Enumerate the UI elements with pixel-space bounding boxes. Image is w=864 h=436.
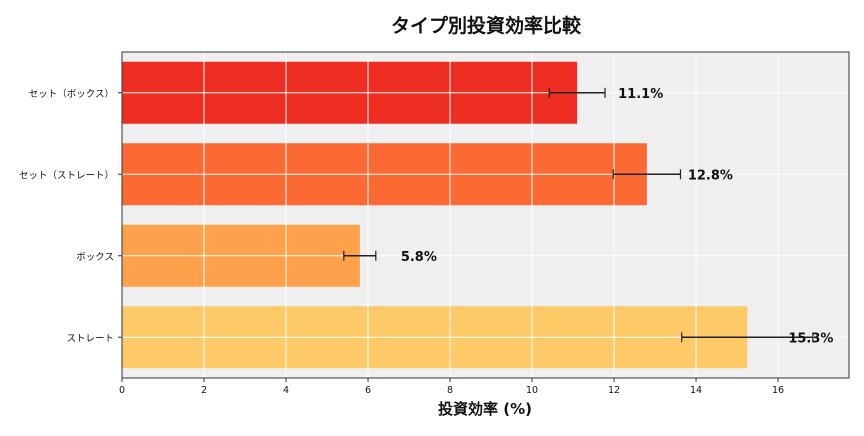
x-tick-label: 2 (201, 385, 207, 396)
y-tick-label: セット（ストレート） (19, 169, 114, 181)
data-label: 15.3% (788, 331, 833, 346)
x-axis-label: 投資効率 (%) (438, 400, 532, 418)
chart-title: タイプ別投資効率比較 (391, 14, 582, 37)
data-label: 5.8% (401, 250, 437, 265)
x-tick-label: 6 (365, 385, 371, 396)
data-label: 11.1% (618, 87, 663, 102)
x-tick-label: 16 (772, 385, 784, 396)
y-tick-label: ストレート (66, 333, 114, 344)
x-tick-label: 10 (526, 385, 538, 396)
data-label: 12.8% (688, 168, 733, 183)
x-tick-label: 4 (283, 385, 289, 396)
x-tick-label: 8 (447, 385, 453, 396)
x-tick-label: 14 (690, 385, 702, 396)
x-tick-label: 0 (119, 385, 125, 396)
x-tick-label: 12 (608, 385, 620, 396)
y-tick-label: セット（ボックス） (29, 88, 114, 100)
y-tick-label: ボックス (76, 252, 114, 263)
plot-frame (121, 51, 850, 379)
